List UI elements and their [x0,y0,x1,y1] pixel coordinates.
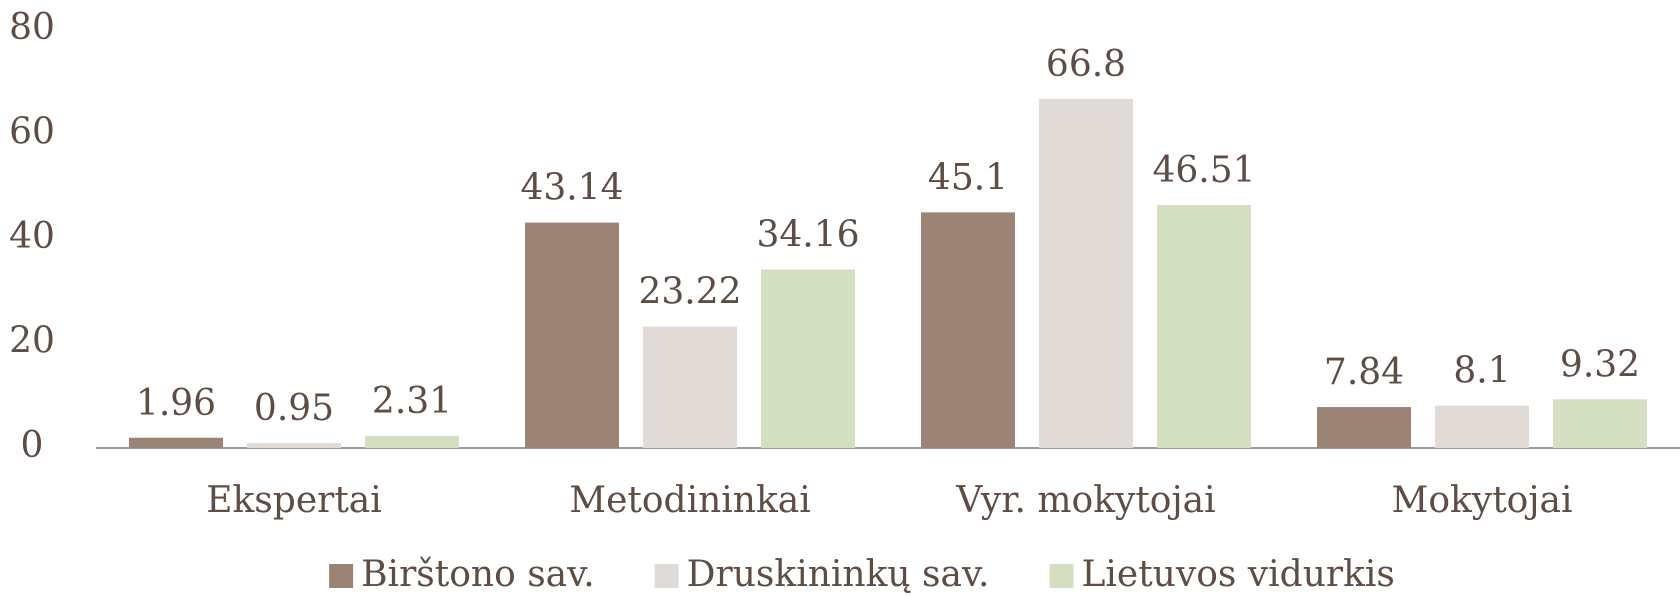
bar [365,435,459,448]
data-label: 45.1 [928,157,1008,198]
data-label: 66.8 [1046,44,1126,85]
data-label: 9.32 [1560,344,1640,385]
bar [761,269,855,448]
bar [1435,405,1529,448]
y-tick-label: 80 [9,7,55,48]
bar [643,326,737,448]
legend-label: Birštono sav. [361,554,595,595]
y-tick-label: 40 [9,216,55,257]
bar [525,222,619,448]
bar [1157,204,1251,448]
bar [129,437,223,448]
data-label: 2.31 [372,381,452,422]
data-label: 46.51 [1152,150,1255,191]
legend-label: Lietuvos vidurkis [1081,554,1394,595]
data-label: 0.95 [254,388,334,429]
x-tick-label: Mokytojai [1392,480,1573,521]
x-tick-label: Vyr. mokytojai [955,480,1215,521]
data-label: 43.14 [520,168,623,209]
legend-swatch [654,564,679,588]
data-label: 7.84 [1324,352,1404,393]
y-tick-label: 0 [21,425,44,466]
bar [247,443,341,448]
x-tick-label: Ekspertai [206,480,382,521]
data-label: 34.16 [756,215,859,256]
bar [1317,407,1411,448]
data-label: 8.1 [1453,351,1510,392]
y-tick-label: 60 [9,112,55,153]
data-label: 23.22 [638,272,741,313]
x-tick-label: Metodininkai [569,480,811,521]
y-tick-label: 20 [9,321,55,362]
legend-swatch [329,564,354,588]
legend-swatch [1049,564,1074,588]
bar [1553,399,1647,448]
legend-label: Druskininkų sav. [687,554,990,595]
data-label: 1.96 [136,383,216,424]
bar [921,212,1015,448]
bar [1039,98,1133,448]
